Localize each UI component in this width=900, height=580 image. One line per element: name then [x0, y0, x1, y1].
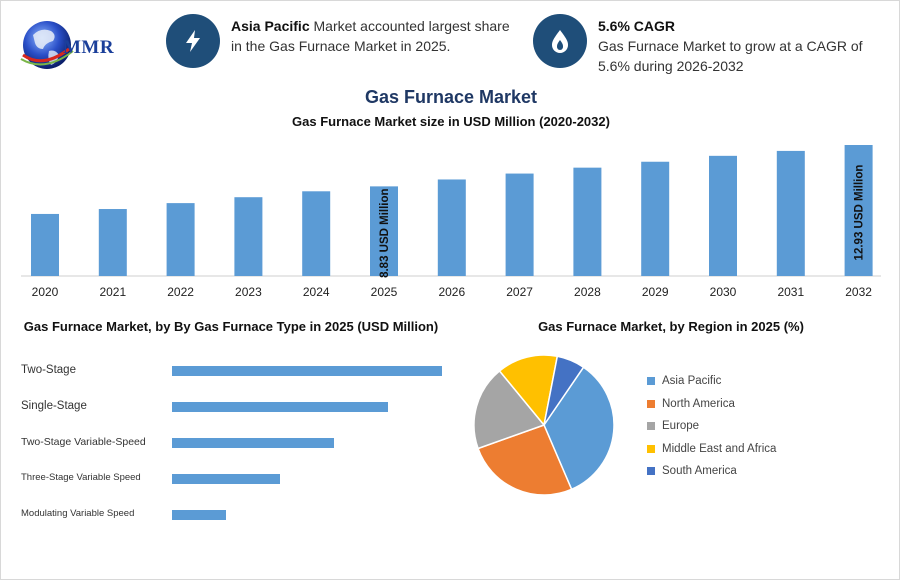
- highlight-cagr: 5.6% CAGR Gas Furnace Market to grow at …: [598, 16, 893, 76]
- bar-2023: [234, 197, 263, 276]
- x-tick-label: 2025: [371, 285, 398, 299]
- logo-text: MMR: [63, 37, 115, 58]
- x-tick-label: 2032: [845, 285, 872, 299]
- bar-2026: [437, 179, 466, 276]
- x-tick-label: 2029: [642, 285, 669, 299]
- flame-drop-icon: [533, 14, 587, 68]
- bar-2025: [370, 186, 398, 276]
- pie-slice-south-america: [543, 355, 585, 426]
- region-chart-title: Gas Furnace Market, by Region in 2025 (%…: [538, 319, 804, 334]
- main-title: Gas Furnace Market: [364, 87, 538, 107]
- bar-2024: [302, 191, 331, 276]
- legend-swatch: [647, 444, 655, 453]
- type-bar: [172, 510, 226, 520]
- legend-label: Europe: [662, 420, 700, 432]
- bar-2027: [505, 173, 534, 276]
- legend-swatch: [647, 399, 655, 408]
- x-tick-label: 2023: [235, 285, 262, 299]
- legend-item: North America: [647, 397, 735, 411]
- highlight-1-text: Market accounted largest share in the Ga…: [231, 18, 510, 54]
- legend-item: Asia Pacific: [647, 374, 721, 388]
- legend-label: North America: [662, 397, 735, 410]
- highlight-2-bold: 5.6% CAGR: [598, 18, 676, 34]
- bar-2032: [844, 145, 873, 276]
- type-bar-label: Two-Stage: [21, 364, 76, 376]
- legend-label: South America: [662, 465, 737, 477]
- main-subtitle: Gas Furnace Market size in USD Million (…: [292, 114, 610, 129]
- type-bar: [172, 366, 442, 376]
- pie-slice-europe: [473, 369, 546, 450]
- pie-slice-north-america: [477, 424, 573, 496]
- bar-annotation: 8.83 USD Million: [379, 188, 391, 277]
- bar-2030: [709, 155, 737, 276]
- bar-2028: [573, 167, 602, 276]
- bar-annotation: 12.93 USD Million: [854, 165, 866, 261]
- x-tick-label: 2022: [167, 285, 194, 299]
- type-bar: [172, 402, 388, 412]
- type-bar-label: Two-Stage Variable-Speed: [21, 436, 146, 448]
- pie-slice-middle-east-and-africa: [498, 354, 559, 427]
- legend-label: Asia Pacific: [662, 375, 722, 387]
- legend-item: South America: [647, 464, 737, 478]
- legend-label: Middle East and Africa: [662, 442, 777, 455]
- legend-item: Europe: [647, 419, 699, 433]
- x-tick-label: 2024: [303, 285, 330, 299]
- x-tick-label: 2027: [506, 285, 533, 299]
- region-pie-chart: [473, 354, 615, 496]
- bar-2020: [31, 213, 59, 276]
- type-bar-label: Single-Stage: [21, 400, 87, 412]
- highlight-asia-pacific: Asia Pacific Market accounted largest sh…: [231, 16, 521, 56]
- mmr-logo: MMR: [19, 15, 139, 79]
- type-bar: [172, 438, 334, 448]
- x-tick-label: 2030: [710, 285, 737, 299]
- x-tick-label: 2031: [777, 285, 804, 299]
- legend-swatch: [647, 467, 655, 475]
- pie-slice-asia-pacific: [543, 366, 615, 491]
- x-tick-label: 2021: [99, 285, 126, 299]
- type-chart-title: Gas Furnace Market, by By Gas Furnace Ty…: [23, 319, 439, 334]
- bar-2021: [98, 209, 127, 276]
- globe-icon: [20, 21, 74, 69]
- highlight-2-text: Gas Furnace Market to grow at a CAGR of …: [598, 38, 863, 74]
- type-bar-label: Three-Stage Variable Speed: [21, 472, 141, 483]
- bar-2029: [641, 161, 670, 276]
- legend-swatch: [647, 377, 655, 385]
- bar-2022: [166, 203, 195, 276]
- type-bar-label: Modulating Variable Speed: [21, 508, 135, 519]
- x-tick-label: 2028: [574, 285, 601, 299]
- legend-item: Middle East and Africa: [647, 442, 776, 456]
- highlight-1-bold: Asia Pacific: [231, 18, 310, 34]
- type-bar: [172, 474, 280, 484]
- lightning-icon: [166, 14, 220, 68]
- market-size-bar-chart: 2020 2021 2022 2023 2024 2025 8.83 USD Million…: [21, 145, 881, 299]
- bar-2031: [776, 150, 805, 276]
- legend-swatch: [647, 422, 655, 430]
- x-tick-label: 2020: [32, 285, 59, 299]
- x-tick-label: 2026: [438, 285, 465, 299]
